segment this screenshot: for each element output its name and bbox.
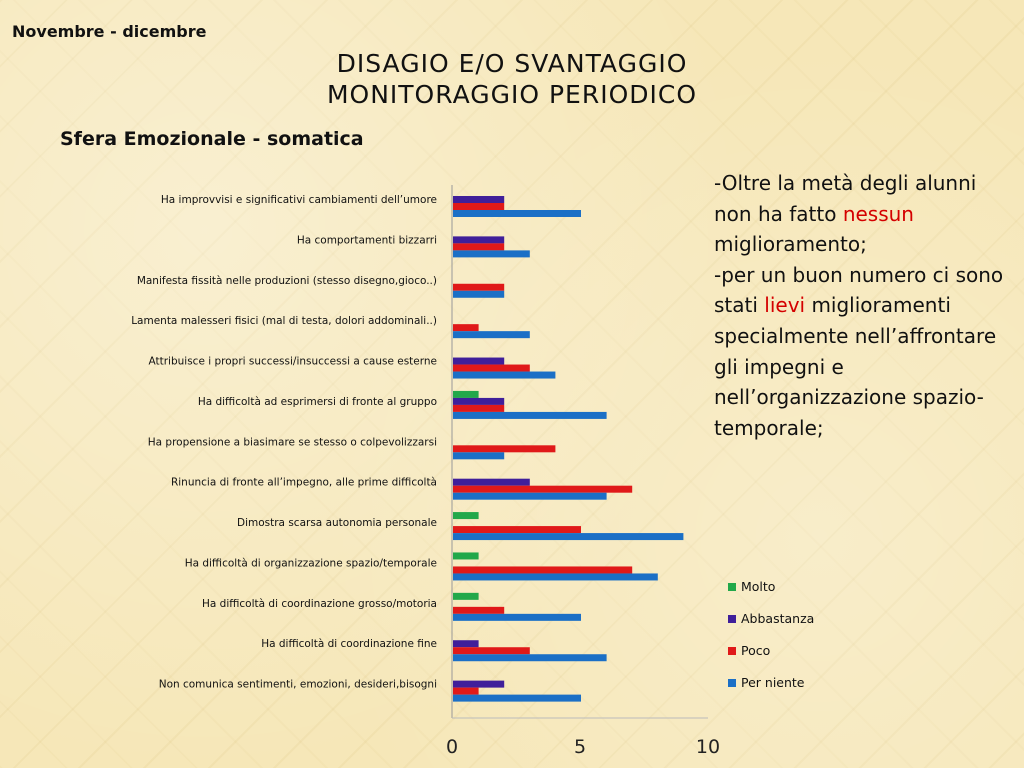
period-label: Novembre - dicembre <box>12 22 207 41</box>
bar-per_niente <box>453 411 607 419</box>
chart-plot: Ha improvvisi e significativi cambiament… <box>131 185 814 758</box>
bar-poco <box>453 687 479 695</box>
bar-poco <box>453 203 505 210</box>
category-label: Rinuncia di fronte all’impegno, alle pri… <box>171 477 437 489</box>
commentary-paragraph-2: -per un buon numero ci sono stati lievi … <box>714 260 1014 444</box>
x-tick-label: 10 <box>696 736 720 758</box>
bar-per_niente <box>453 290 505 298</box>
bar-molto <box>453 390 479 398</box>
bar-chart: Ha improvvisi e significativi cambiament… <box>131 185 814 758</box>
commentary-1-highlight: nessun <box>842 201 914 226</box>
bar-poco <box>453 566 633 574</box>
bar-molto <box>453 552 479 560</box>
bar-poco <box>453 445 556 453</box>
commentary-text: -Oltre la metà degli alunni non ha fatto… <box>714 168 1014 443</box>
legend-swatch-abbastanza <box>728 615 736 623</box>
bar-molto <box>453 592 479 600</box>
bar-poco <box>453 283 505 291</box>
bar-abbastanza <box>453 196 505 203</box>
legend-label-per_niente: Per niente <box>741 675 805 690</box>
legend-label-poco: Poco <box>741 643 770 658</box>
category-label: Ha comportamenti bizzarri <box>297 234 437 246</box>
bar-abbastanza <box>453 680 505 688</box>
bar-per_niente <box>453 210 581 217</box>
bar-per_niente <box>453 533 684 541</box>
category-label: Ha difficoltà di coordinazione grosso/mo… <box>202 598 437 610</box>
bar-per_niente <box>453 694 581 702</box>
title-line-1: Disagio e/o svantaggio <box>336 49 688 78</box>
bar-poco <box>453 364 530 372</box>
category-label: Non comunica sentimenti, emozioni, desid… <box>159 679 437 691</box>
bar-poco <box>453 243 505 251</box>
legend-label-molto: Molto <box>741 579 775 594</box>
category-label: Dimostra scarsa autonomia personale <box>237 517 437 529</box>
bar-abbastanza <box>453 640 479 648</box>
bar-abbastanza <box>453 478 530 486</box>
bar-per_niente <box>453 250 530 258</box>
bar-poco <box>453 647 530 655</box>
bar-per_niente <box>453 492 607 500</box>
bar-per_niente <box>453 573 658 581</box>
commentary-1-text-a: -Oltre la metà degli alunni non ha fatto <box>714 171 977 226</box>
bar-per_niente <box>453 452 505 460</box>
category-label: Lamenta malesseri fisici (mal di testa, … <box>131 315 437 327</box>
bar-abbastanza <box>453 357 505 365</box>
x-tick-label: 5 <box>574 736 586 758</box>
bar-per_niente <box>453 371 556 379</box>
bar-poco <box>453 324 479 332</box>
bar-molto <box>453 512 479 520</box>
bar-poco <box>453 606 505 614</box>
commentary-1-text-b: miglioramento; <box>714 232 867 257</box>
bar-poco <box>453 485 633 493</box>
bar-per_niente <box>453 654 607 662</box>
category-label: Attribuisce i propri successi/insuccessi… <box>149 356 438 368</box>
bar-abbastanza <box>453 236 505 244</box>
bar-per_niente <box>453 331 530 339</box>
legend-swatch-per_niente <box>728 679 736 687</box>
commentary-paragraph-1: -Oltre la metà degli alunni non ha fatto… <box>714 168 1014 260</box>
legend-swatch-poco <box>728 647 736 655</box>
category-label: Ha difficoltà di coordinazione fine <box>261 638 437 650</box>
commentary-2-text-b: miglioramenti specialmente nell’affronta… <box>714 293 997 440</box>
legend-swatch-molto <box>728 583 736 591</box>
category-label: Ha difficoltà ad esprimersi di fronte al… <box>198 396 437 408</box>
legend-label-abbastanza: Abbastanza <box>741 611 814 626</box>
category-label: Ha propensione a biasimare se stesso o c… <box>148 436 437 448</box>
category-label: Manifesta fissità nelle produzioni (stes… <box>137 275 437 287</box>
category-label: Ha difficoltà di organizzazione spazio/t… <box>185 557 437 569</box>
bar-per_niente <box>453 613 581 621</box>
commentary-2-text-a: -per un buon numero ci sono stati <box>714 262 1004 318</box>
x-tick-label: 0 <box>446 736 458 758</box>
commentary-2-highlight: lievi <box>764 293 806 318</box>
title-line-2: Monitoraggio periodico <box>326 80 698 109</box>
bar-abbastanza <box>453 397 505 405</box>
category-label: Ha improvvisi e significativi cambiament… <box>161 194 437 206</box>
bar-poco <box>453 526 581 534</box>
page-title: Disagio e/o svantaggio Monitoraggio peri… <box>0 48 1024 110</box>
bar-poco <box>453 404 505 412</box>
section-heading: Sfera Emozionale - somatica <box>60 128 364 150</box>
